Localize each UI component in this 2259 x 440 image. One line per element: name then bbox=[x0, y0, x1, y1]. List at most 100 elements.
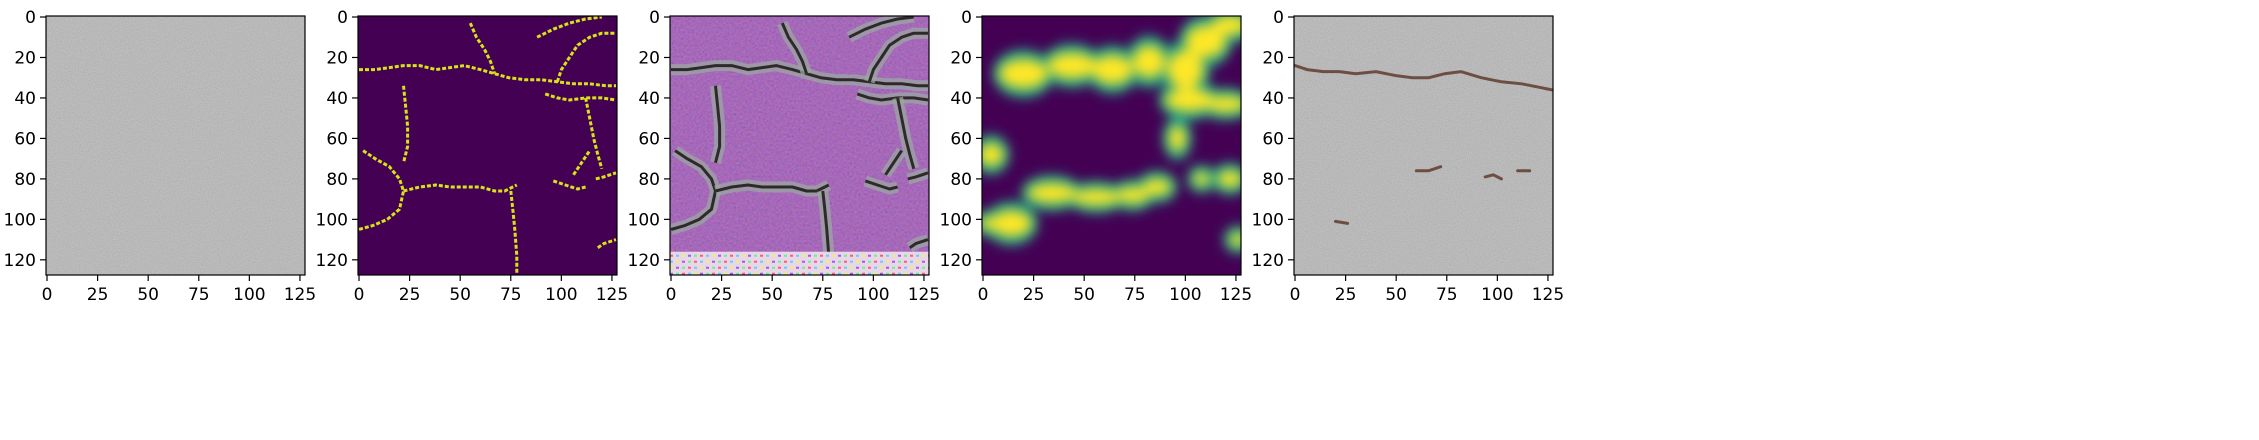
texture-crack-core bbox=[864, 179, 898, 191]
heatmap-core bbox=[1211, 16, 1241, 35]
artifact-stripe bbox=[676, 260, 679, 263]
artifact-stripe bbox=[730, 272, 733, 275]
y-tick-label: 120 bbox=[4, 251, 36, 271]
artifact-stripe bbox=[784, 260, 787, 263]
artifact-stripe bbox=[766, 254, 769, 257]
artifact-stripe bbox=[868, 266, 871, 269]
mask-crack-line bbox=[468, 22, 497, 75]
artifact-stripe bbox=[760, 254, 763, 257]
artifact-stripe bbox=[736, 260, 739, 263]
artifact-stripe bbox=[880, 266, 883, 269]
heatmap-core bbox=[1193, 172, 1210, 186]
artifact-stripe bbox=[754, 266, 757, 269]
mask-crack-line bbox=[358, 149, 405, 231]
y-tick-label: 60 bbox=[1262, 129, 1284, 149]
artifact-band bbox=[670, 251, 929, 275]
artifact-stripe bbox=[718, 260, 721, 263]
artifact-stripe bbox=[688, 254, 691, 257]
artifact-stripe bbox=[808, 272, 811, 275]
y-tick-label: 20 bbox=[326, 48, 348, 68]
artifact-stripe bbox=[790, 272, 793, 275]
panel-image bbox=[670, 16, 929, 275]
y-tick-label: 80 bbox=[326, 170, 348, 190]
overlay-crack-mark bbox=[1414, 165, 1443, 173]
texture-crack-core bbox=[848, 16, 914, 39]
photo-light bbox=[46, 16, 305, 275]
y-tick-label: 0 bbox=[1273, 8, 1284, 28]
artifact-stripe bbox=[724, 266, 727, 269]
artifact-stripe bbox=[838, 260, 841, 263]
panel-generated-texture: 0 25 50 75 100 125 0 20 40 60 80 100 120 bbox=[628, 8, 941, 305]
artifact-stripe bbox=[682, 266, 685, 269]
mask-crack-line bbox=[572, 149, 591, 176]
artifact-stripe bbox=[850, 254, 853, 257]
artifact-stripe bbox=[742, 272, 745, 275]
artifact-stripe bbox=[844, 254, 847, 257]
x-tick-label: 50 bbox=[1385, 285, 1407, 305]
artifact-stripe bbox=[700, 254, 703, 257]
artifact-stripe bbox=[712, 254, 715, 257]
artifact-stripe bbox=[832, 254, 835, 257]
artifact-stripe bbox=[838, 266, 841, 269]
artifact-stripe bbox=[850, 272, 853, 275]
artifact-stripe bbox=[682, 272, 685, 275]
artifact-stripe bbox=[850, 266, 853, 269]
artifact-stripe bbox=[886, 254, 889, 257]
panel-image bbox=[1294, 16, 1553, 275]
artifact-stripe bbox=[712, 260, 715, 263]
heatmap-core bbox=[1092, 55, 1133, 85]
artifact-stripe bbox=[694, 260, 697, 263]
artifact-stripe bbox=[856, 266, 859, 269]
x-tick-label: 75 bbox=[500, 285, 522, 305]
y-tick-label: 120 bbox=[316, 251, 348, 271]
mask-crack-line bbox=[584, 97, 604, 170]
x-tick-label: 25 bbox=[87, 285, 109, 305]
artifact-stripe bbox=[688, 260, 691, 263]
texture-crack-core bbox=[714, 85, 722, 164]
artifact-stripe bbox=[682, 254, 685, 257]
axes-frame bbox=[357, 15, 618, 276]
artifact-stripe bbox=[898, 266, 901, 269]
artifact-stripe bbox=[772, 272, 775, 275]
y-tick-label: 60 bbox=[950, 129, 972, 149]
artifact-stripe bbox=[700, 260, 703, 263]
artifact-stripe bbox=[826, 260, 829, 263]
x-tick-label: 0 bbox=[354, 285, 365, 305]
y-tick-label: 40 bbox=[326, 89, 348, 109]
artifact-stripe bbox=[820, 260, 823, 263]
y-tick-label: 80 bbox=[950, 170, 972, 190]
x-tick-label: 75 bbox=[812, 285, 834, 305]
artifact-stripe bbox=[748, 254, 751, 257]
artifact-stripe bbox=[832, 272, 835, 275]
artifact-stripe bbox=[910, 254, 913, 257]
heatmap-core bbox=[1142, 178, 1172, 196]
artifact-stripe bbox=[898, 272, 901, 275]
heatmap-core bbox=[1229, 233, 1241, 247]
heatmap-core bbox=[1165, 88, 1214, 112]
y-tick-label: 100 bbox=[940, 210, 972, 230]
mask-crack-line bbox=[555, 31, 616, 83]
overlay-crack-mark bbox=[1483, 173, 1503, 181]
artifact-stripe bbox=[922, 254, 925, 257]
y-tick-label: 0 bbox=[337, 8, 348, 28]
y-tick-label: 40 bbox=[950, 89, 972, 109]
artifact-stripe bbox=[706, 266, 709, 269]
artifact-stripe bbox=[736, 254, 739, 257]
y-tick-label: 40 bbox=[1262, 89, 1284, 109]
artifact-stripe bbox=[760, 272, 763, 275]
artifact-stripe bbox=[886, 266, 889, 269]
artifact-stripe bbox=[916, 260, 919, 263]
artifact-stripe bbox=[778, 272, 781, 275]
artifact-stripe bbox=[700, 272, 703, 275]
x-tick-label: 125 bbox=[284, 285, 316, 305]
artifact-stripe bbox=[790, 266, 793, 269]
artifact-stripe bbox=[766, 260, 769, 263]
panel-image bbox=[46, 16, 305, 275]
texture-crack-core bbox=[867, 31, 928, 83]
artifact-stripe bbox=[670, 272, 673, 275]
mask-crack-line bbox=[595, 171, 617, 181]
artifact-stripe bbox=[688, 272, 691, 275]
x-tick-label: 100 bbox=[545, 285, 577, 305]
artifact-stripe bbox=[712, 272, 715, 275]
panel-predicted-heatmap: 0 25 50 75 100 125 0 20 40 60 80 100 120 bbox=[940, 8, 1253, 305]
